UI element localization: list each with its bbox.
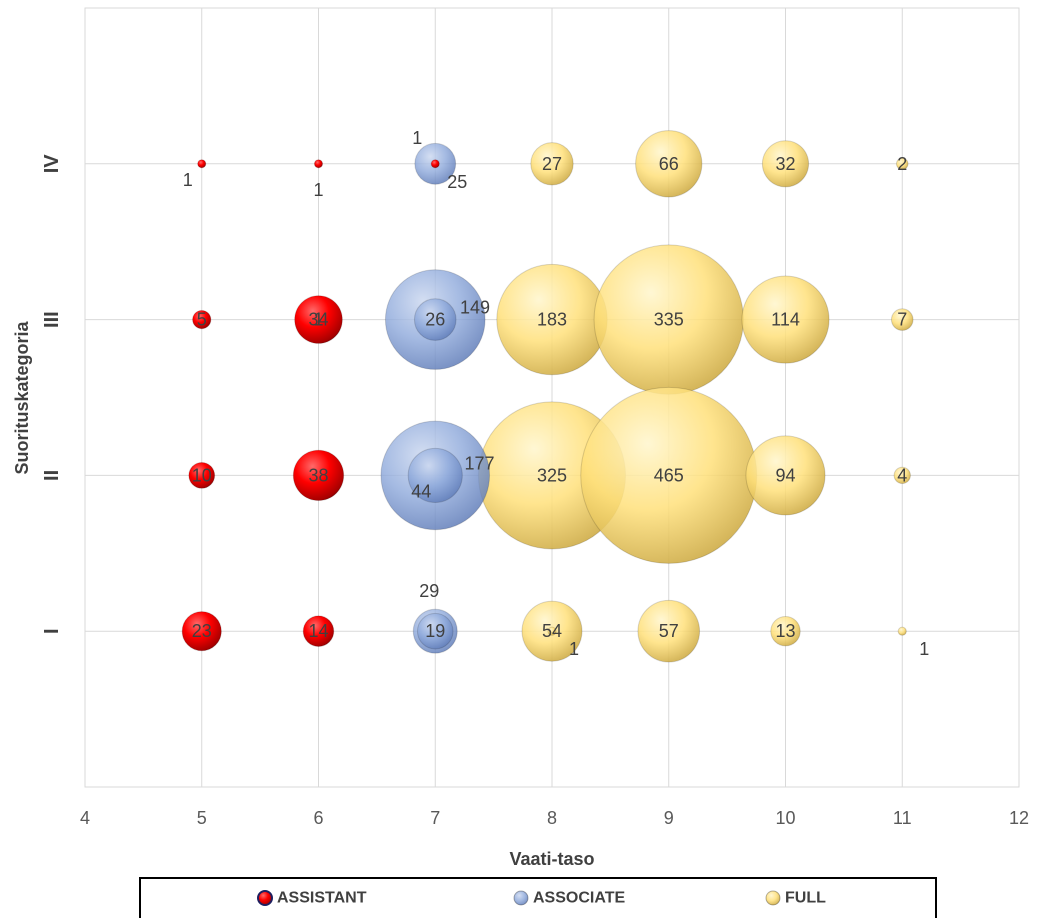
legend-label-assistant: ASSISTANT <box>277 890 367 907</box>
data-label-assistant-0: 1 <box>183 170 193 190</box>
legend-label-associate: ASSOCIATE <box>533 890 625 907</box>
data-label-full-3: 2 <box>897 154 907 174</box>
data-label-full-4: 183 <box>537 310 567 330</box>
bubbles-layer <box>181 130 914 663</box>
bubble-assistant-1 <box>313 159 324 169</box>
data-label-associate-0: 25 <box>447 172 467 192</box>
data-label-associate-7: 19 <box>425 621 445 641</box>
bubble-full-3 <box>895 157 909 171</box>
x-tick-label-10: 10 <box>775 808 795 828</box>
bubble-assistant-2 <box>430 159 440 169</box>
data-label-full-7: 7 <box>897 310 907 330</box>
data-label-assistant-2: 1 <box>412 128 422 148</box>
legend-marker-assistant <box>257 890 273 906</box>
bubble-assistant-5 <box>188 461 216 489</box>
x-tick-label-4: 4 <box>80 808 90 828</box>
data-label-full-9: 465 <box>654 465 684 485</box>
legend-label-full: FULL <box>785 890 826 907</box>
grid-lines <box>84 8 1020 787</box>
x-axis-title: Vaati-taso <box>509 849 594 869</box>
bubble-full-10 <box>745 435 826 516</box>
x-tick-label-7: 7 <box>430 808 440 828</box>
bubble-assistant-3 <box>192 309 212 330</box>
x-tick-label-5: 5 <box>197 808 207 828</box>
bubble-full-13 <box>637 599 701 663</box>
y-tick-label-2: II <box>41 470 63 481</box>
y-axis-title: Suorituskategoria <box>12 320 32 474</box>
data-label-full-16: 1 <box>569 639 579 659</box>
data-label-assistant-7: 23 <box>192 621 212 641</box>
y-tick-label-3: III <box>41 311 63 328</box>
data-label-assistant-5: 10 <box>192 465 212 485</box>
legend: ASSISTANT ASSOCIATE FULL <box>139 877 937 918</box>
data-label-full-12: 54 <box>542 621 562 641</box>
data-label-associate-4: 1 <box>313 310 323 330</box>
data-label-associate-3: 29 <box>419 581 439 601</box>
data-label-assistant-1: 1 <box>313 180 323 200</box>
bubble-full-14 <box>770 615 801 647</box>
data-label-full-2: 32 <box>775 154 795 174</box>
bubble-assistant-0 <box>197 159 207 169</box>
bubble-full-16 <box>547 626 557 636</box>
data-label-assistant-3: 5 <box>197 310 207 330</box>
bubble-full-6 <box>741 275 830 364</box>
x-tick-label-11: 11 <box>893 808 912 828</box>
bubble-assistant-7 <box>181 611 222 652</box>
data-label-assistant-4: 34 <box>308 310 328 330</box>
data-label-full-14: 13 <box>775 621 795 641</box>
bubble-full-2 <box>761 140 810 188</box>
plot-area-border <box>84 7 1020 788</box>
data-label-full-0: 27 <box>542 154 562 174</box>
data-label-full-6: 114 <box>771 310 800 330</box>
x-tick-label-9: 9 <box>664 808 674 828</box>
legend-marker-associate <box>513 890 529 906</box>
bubble-full-0 <box>530 142 574 186</box>
bubble-associate-6 <box>407 447 463 503</box>
data-label-associate-1: 149 <box>460 298 490 318</box>
x-tick-label-8: 8 <box>547 808 557 828</box>
bubble-assistant-6 <box>292 449 345 502</box>
data-label-associate-5: 26 <box>425 310 445 330</box>
bubble-assistant-4 <box>294 295 343 344</box>
legend-marker-full <box>765 890 781 906</box>
data-label-associate-2: 177 <box>465 453 495 473</box>
bubble-full-7 <box>890 308 914 331</box>
data-label-full-15: 1 <box>919 639 929 659</box>
data-label-associate-6: 44 <box>411 481 431 501</box>
data-label-full-13: 57 <box>659 621 679 641</box>
bubble-full-15 <box>897 626 907 636</box>
bubble-full-1 <box>635 130 703 198</box>
x-tick-label-12: 12 <box>1009 808 1029 828</box>
x-tick-label-6: 6 <box>313 808 323 828</box>
y-tick-label-4: IV <box>41 154 63 174</box>
data-label-full-10: 94 <box>775 465 795 485</box>
data-label-assistant-8: 14 <box>308 621 328 641</box>
data-label-full-1: 66 <box>659 154 679 174</box>
data-label-full-11: 4 <box>897 465 907 485</box>
bubble-associate-7 <box>416 612 454 650</box>
x-axis-ticks: 4 5 6 7 8 9 10 11 12 <box>80 808 1029 828</box>
bubble-full-11 <box>893 466 911 485</box>
data-label-full-5: 335 <box>654 310 684 330</box>
data-label-assistant-6: 38 <box>308 465 328 485</box>
data-label-full-8: 325 <box>537 465 567 485</box>
bubble-associate-5 <box>413 298 457 341</box>
bubble-assistant-8 <box>302 615 335 647</box>
y-tick-label-1: I <box>41 628 63 634</box>
